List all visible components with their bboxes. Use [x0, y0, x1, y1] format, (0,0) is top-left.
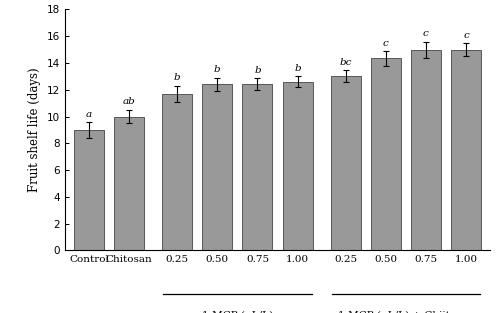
Y-axis label: Fruit shelf life (days): Fruit shelf life (days) — [28, 68, 42, 192]
Text: 1-MCP (μL/L): 1-MCP (μL/L) — [202, 310, 273, 313]
Bar — [74, 130, 104, 250]
Text: b: b — [294, 64, 301, 73]
Text: c: c — [383, 38, 388, 48]
Text: ab: ab — [123, 97, 136, 106]
Text: 1-MCP (μL/L) + Chiitosan: 1-MCP (μL/L) + Chiitosan — [338, 310, 474, 313]
Bar — [451, 49, 481, 250]
Bar — [242, 85, 272, 250]
Bar — [330, 76, 360, 250]
Text: bc: bc — [340, 58, 352, 67]
Bar — [370, 58, 401, 250]
Text: c: c — [423, 29, 428, 38]
Text: b: b — [214, 65, 220, 74]
Bar — [162, 94, 192, 250]
Bar — [282, 82, 312, 250]
Bar — [411, 49, 441, 250]
Text: b: b — [254, 66, 261, 75]
Text: b: b — [174, 73, 180, 82]
Text: a: a — [86, 110, 92, 119]
Text: c: c — [463, 30, 469, 39]
Bar — [202, 85, 232, 250]
Bar — [114, 116, 144, 250]
